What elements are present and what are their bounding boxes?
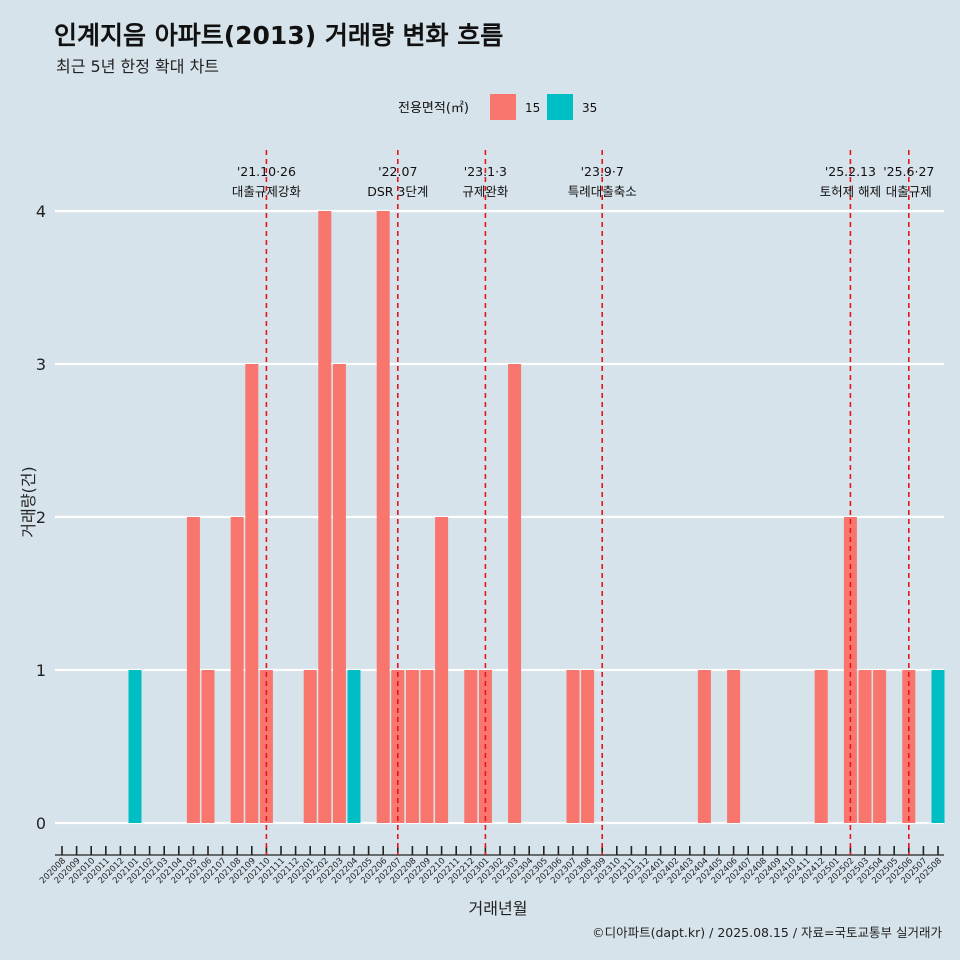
bar-15-202210 xyxy=(435,517,449,823)
bar-15-202106 xyxy=(201,670,215,823)
bar-15-202105 xyxy=(186,517,200,823)
event-date-202301: '23.1·3 xyxy=(464,164,507,179)
event-date-202506: '25.6·27 xyxy=(883,164,934,179)
event-date-202110: '21.10·26 xyxy=(237,164,296,179)
event-date-202502: '25.2.13 xyxy=(825,164,876,179)
bar-15-202202 xyxy=(318,211,332,823)
source-caption: ©디아파트(dapt.kr) / 2025.08.15 / 자료=국토교통부 실… xyxy=(592,925,942,940)
event-label-202506: 대출규제 xyxy=(886,184,932,199)
event-label-202309: 특례대출축소 xyxy=(568,184,637,199)
bar-15-202504 xyxy=(873,670,887,823)
bar-15-202307 xyxy=(566,670,580,823)
y-axis-title: 거래량(건) xyxy=(19,466,38,537)
legend-label-15: 15 xyxy=(525,101,540,115)
bar-35-202508 xyxy=(931,670,945,823)
bar-35-202204 xyxy=(347,670,361,823)
bar-15-202412 xyxy=(814,670,828,823)
bar-15-202109 xyxy=(245,364,259,823)
event-label-202207: DSR 3단계 xyxy=(367,184,428,199)
bar-15-202303 xyxy=(508,364,522,823)
bar-15-202502 xyxy=(843,517,857,823)
bar-15-202203 xyxy=(332,364,346,823)
bar-35-202101 xyxy=(128,670,142,823)
bar-15-202201 xyxy=(303,670,317,823)
bar-15-202212 xyxy=(464,670,478,823)
event-date-202207: '22.07 xyxy=(378,164,417,179)
bar-15-202404 xyxy=(697,670,711,823)
event-label-202301: 규제완화 xyxy=(462,184,509,199)
chart-title: 인계지음 아파트(2013) 거래량 변화 흐름 xyxy=(54,21,504,50)
y-tick-label: 3 xyxy=(36,355,46,374)
x-axis-title: 거래년월 xyxy=(469,899,528,918)
bar-15-202209 xyxy=(420,670,434,823)
bar-15-202208 xyxy=(405,670,419,823)
event-date-202309: '23.9·7 xyxy=(581,164,624,179)
bar-15-202308 xyxy=(581,670,595,823)
legend-label-35: 35 xyxy=(582,101,597,115)
legend-title: 전용면적(㎡) xyxy=(398,101,469,116)
y-tick-label: 1 xyxy=(36,661,46,680)
event-label-202110: 대출규제강화 xyxy=(232,184,302,199)
chart-subtitle: 최근 5년 한정 확대 차트 xyxy=(56,57,220,76)
event-label-202502: 토허제 해제 xyxy=(820,184,881,199)
bar-15-202503 xyxy=(858,670,872,823)
legend-key-15 xyxy=(490,94,516,120)
legend-key-35 xyxy=(547,94,573,120)
y-tick-label: 0 xyxy=(36,814,46,833)
bar-15-202406 xyxy=(727,670,741,823)
y-tick-label: 2 xyxy=(36,508,46,527)
bar-15-202206 xyxy=(376,211,390,823)
y-tick-label: 4 xyxy=(36,202,46,221)
bar-15-202108 xyxy=(230,517,244,823)
